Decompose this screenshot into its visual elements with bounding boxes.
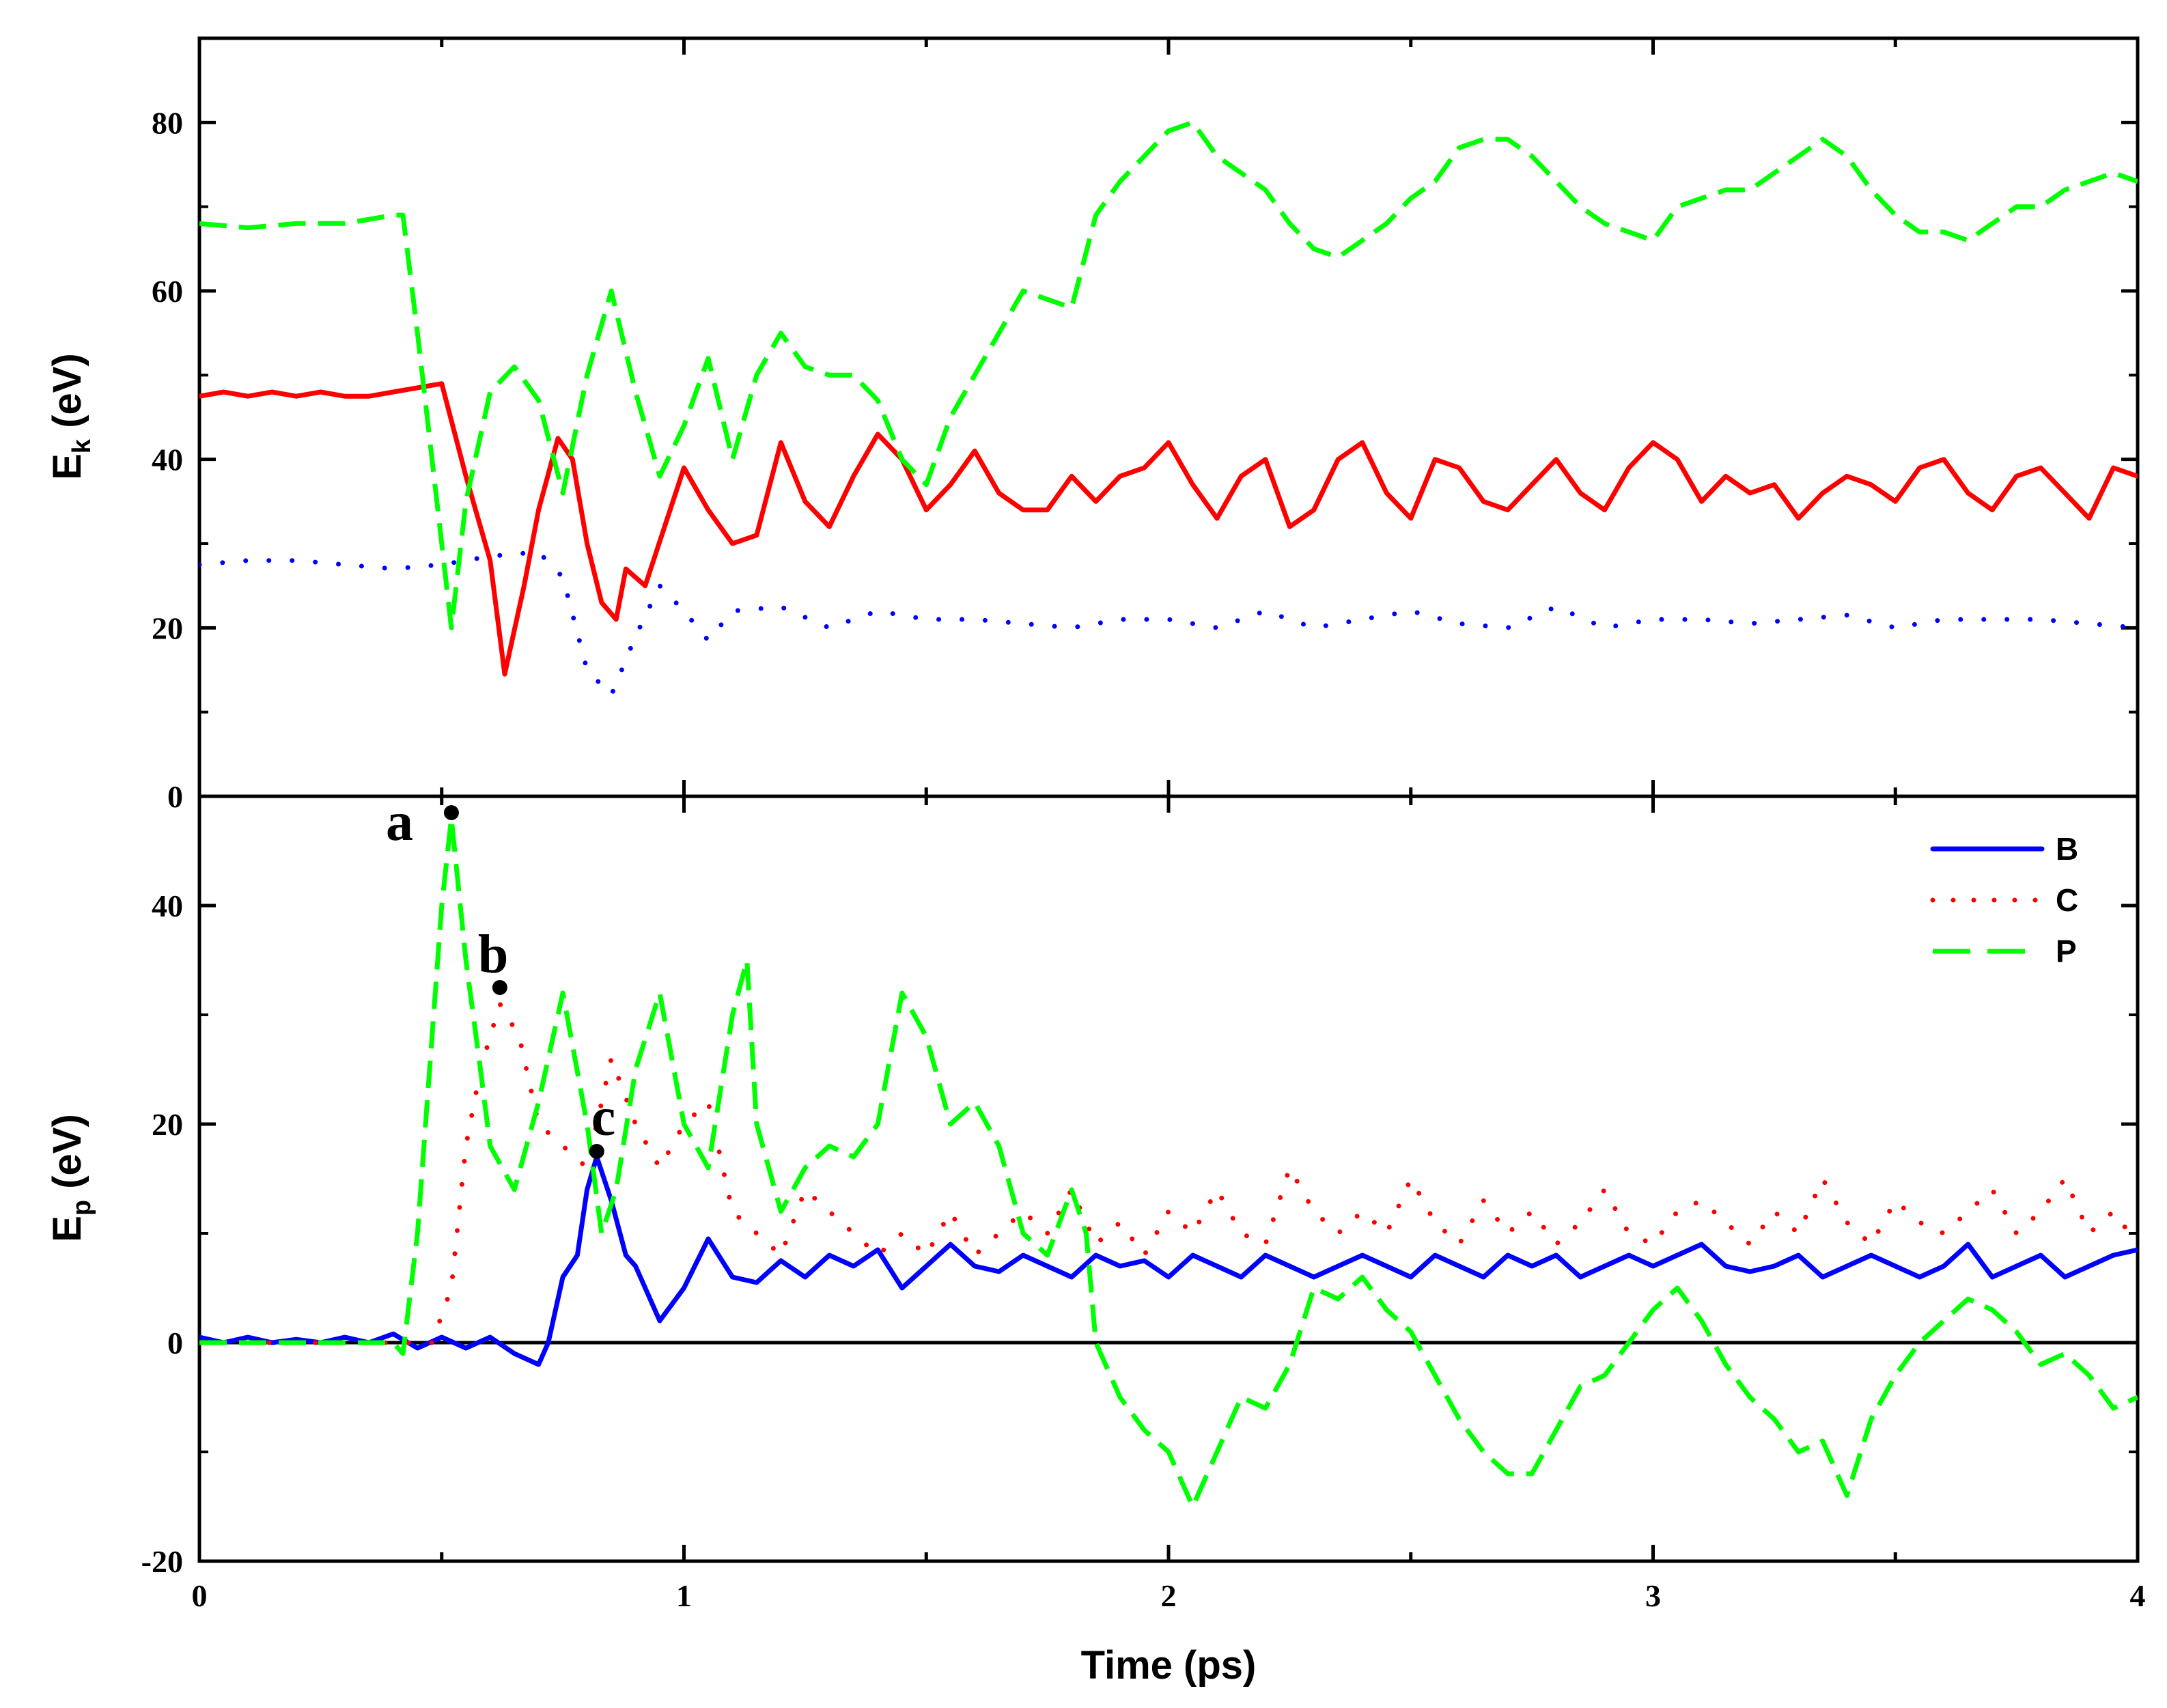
annotations-layer: a b c [386,792,615,1159]
y-tick-label: 40 [152,888,183,923]
y-tick-label: -20 [141,1544,183,1579]
x-tick-label: 0 [192,1578,208,1613]
x-tick-label: 1 [676,1578,692,1613]
x-tick-label: 3 [1645,1578,1661,1613]
legend: BCP [1930,831,2078,969]
top-y-axis-title-main: E [45,453,89,480]
series-line-p [199,120,2138,630]
series-line-c [199,381,2138,677]
series-line-p [199,815,2138,1509]
y-tick-label: 20 [152,611,183,645]
x-tick-label: 2 [1161,1578,1177,1613]
bottom-y-axis-title-sub: p [68,1200,96,1216]
top-series-layer [199,120,2138,698]
ticks-layer [197,38,2140,1563]
top-y-axis-title: Ek (eV) [45,353,96,480]
bottom-y-axis-title-unit: (eV) [45,1114,89,1200]
labels-layer: 0 20 40 60 80 -20 0 20 40 0 1 2 3 4 [141,105,2146,1613]
legend-label-c: C [2056,882,2078,918]
top-y-axis-title-sub: k [68,438,96,453]
y-tick-label: 0 [167,1326,183,1360]
y-tick-label: 0 [167,779,183,814]
y-tick-label: 60 [152,274,183,309]
x-tick-label: 4 [2130,1578,2146,1613]
series-line-c [199,1001,2138,1345]
bottom-y-axis-title-main: E [45,1216,89,1242]
bottom-y-axis-title: Ep (eV) [45,1114,96,1242]
annotation-dot-c [589,1144,604,1159]
svg-text:Ep (eV): Ep (eV) [45,1114,96,1242]
legend-label-p: P [2056,934,2077,969]
top-y-axis-title-unit: (eV) [45,353,89,439]
y-tick-label: 80 [152,105,183,140]
annotation-label-c: c [591,1087,616,1147]
svg-text:Ek (eV): Ek (eV) [45,353,96,480]
annotation-dot-a [443,805,459,820]
y-tick-label: 40 [152,443,183,477]
annotation-label-a: a [386,792,413,852]
annotation-dot-b [492,980,507,995]
bottom-series-layer [199,815,2138,1509]
x-axis-title: Time (ps) [1081,1643,1257,1688]
y-tick-label: 20 [152,1107,183,1142]
legend-label-b: B [2056,831,2078,867]
series-line-b [199,1154,2138,1367]
annotation-label-b: b [478,925,509,985]
